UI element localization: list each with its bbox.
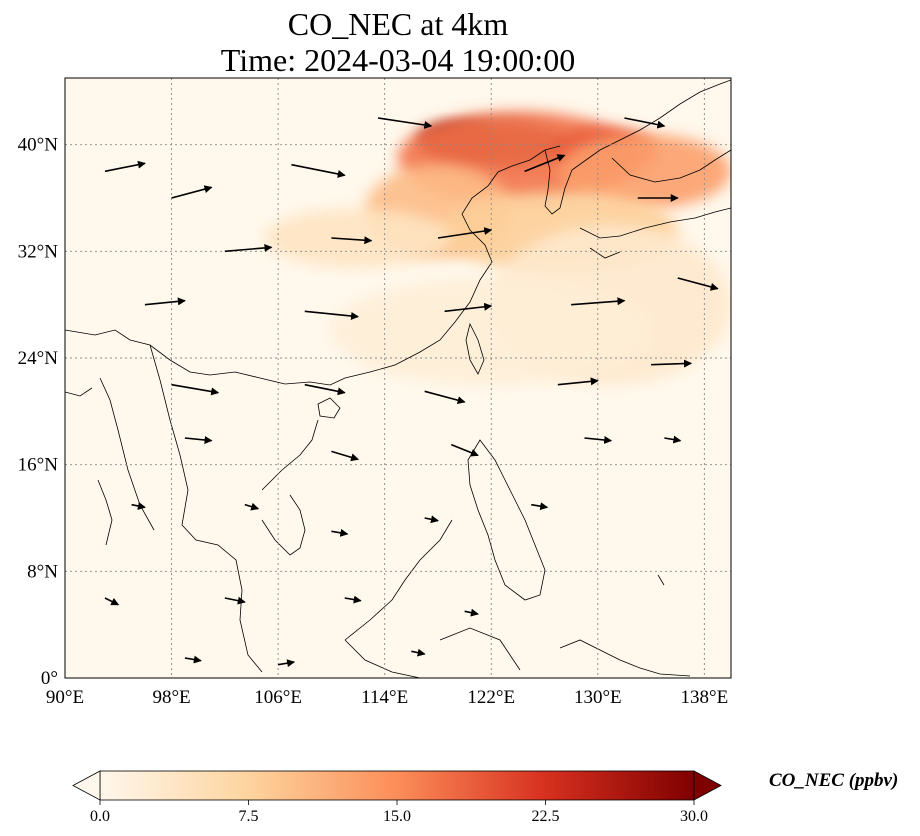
coastlines	[65, 79, 731, 678]
x-tick-label: 122°E	[467, 687, 515, 708]
wind-arrow	[224, 596, 246, 605]
wind-arrow	[624, 117, 666, 129]
x-tick-label: 114°E	[361, 687, 408, 708]
wind-arrow	[331, 528, 349, 537]
y-tick-label: 24°N	[18, 348, 59, 369]
wind-arrow	[291, 163, 346, 178]
colorbar-tick-label: 30.0	[680, 808, 708, 825]
wind-arrow	[144, 297, 186, 306]
y-tick-label: 16°N	[18, 455, 59, 476]
wind-arrow	[531, 502, 549, 511]
colorbar-tick-label: 22.5	[532, 808, 560, 825]
wind-arrow	[411, 648, 426, 657]
colorbar: 0.0 7.5 15.0 22.5 30.0	[72, 770, 722, 825]
wind-arrow	[377, 117, 433, 129]
wind-arrow	[424, 390, 466, 405]
wind-arrow	[664, 435, 682, 444]
gridlines	[65, 78, 731, 678]
wind-arrow	[184, 655, 202, 664]
wind-arrow	[171, 185, 213, 199]
map-frame	[64, 77, 732, 679]
wind-arrow	[131, 502, 146, 510]
x-tick-label: 90°E	[46, 687, 84, 708]
wind-arrow	[651, 359, 693, 368]
wind-arrow	[437, 227, 493, 239]
x-tick-label: 138°E	[681, 687, 729, 708]
colorbar-extend-min	[72, 770, 101, 801]
wind-arrow	[344, 595, 362, 604]
wind-arrow	[277, 659, 296, 668]
wind-arrow	[304, 310, 360, 320]
x-tick-label: 98°E	[152, 687, 190, 708]
wind-arrow	[677, 277, 719, 291]
co-plume	[264, 208, 452, 268]
wind-arrow	[571, 297, 626, 306]
colorbar-ticks: 0.0 7.5 15.0 22.5 30.0	[90, 800, 708, 825]
wind-arrow	[184, 435, 213, 444]
wind-arrow	[224, 243, 273, 253]
wind-arrow	[450, 443, 479, 457]
colorbar-tick-label: 15.0	[383, 808, 411, 825]
colorbar-extend-max	[693, 770, 722, 801]
wind-arrow	[464, 608, 479, 617]
map-title-line1: CO_NEC at 4km	[287, 6, 509, 42]
wind-arrow	[424, 515, 439, 524]
wind-arrow	[331, 450, 359, 462]
y-tick-label: 8°N	[27, 561, 58, 582]
wind-arrow	[331, 236, 373, 245]
map-title-line2: Time: 2024-03-04 19:00:00	[220, 42, 576, 78]
colorbar-tick-label: 0.0	[90, 808, 110, 825]
y-tick-label: 0°	[41, 668, 58, 689]
colorbar-label: CO_NEC (ppbv)	[769, 770, 899, 791]
co-plume	[557, 134, 731, 209]
x-tick-label: 130°E	[574, 687, 622, 708]
colorbar-gradient	[99, 770, 695, 801]
wind-vectors	[104, 117, 719, 668]
wind-arrow	[244, 502, 260, 511]
wind-arrow	[584, 435, 613, 444]
y-tick-label: 32°N	[18, 241, 59, 262]
wind-arrow	[444, 302, 493, 313]
co-concentration-field	[264, 111, 731, 385]
wind-arrow	[171, 383, 220, 396]
wind-arrow	[304, 383, 346, 396]
colorbar-tick-label: 7.5	[239, 808, 259, 825]
latitude-tick-labels: 0° 8°N 16°N 24°N 32°N 40°N	[18, 135, 59, 689]
x-tick-label: 106°E	[254, 687, 302, 708]
y-tick-label: 40°N	[18, 135, 59, 156]
wind-arrow	[104, 597, 120, 606]
wind-arrow	[557, 377, 599, 386]
wind-arrow	[524, 154, 566, 173]
wind-arrow	[104, 160, 146, 173]
longitude-tick-labels: 90°E 98°E 106°E 114°E 122°E 130°E 138°E	[46, 687, 728, 708]
